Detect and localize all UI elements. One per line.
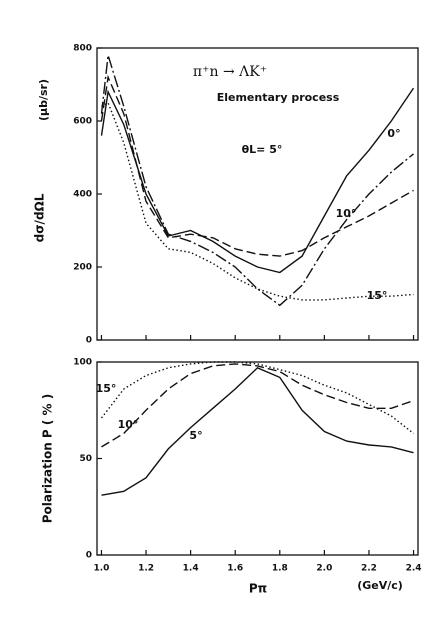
y-tick-label: 100 (73, 358, 92, 368)
x-tick-label: 1.4 (183, 564, 199, 574)
curve-label: 15° (96, 382, 117, 395)
y-tick-label: 0 (86, 551, 92, 561)
x-axis-unit: (GeV/c) (357, 579, 403, 592)
x-tick-label: 2.4 (406, 564, 422, 574)
plot-frame (96, 361, 419, 556)
curve (100, 361, 414, 434)
y-axis-unit: (μb/sr) (37, 79, 50, 121)
curve-label: 10° (118, 418, 139, 431)
x-tick-label: 1.6 (227, 564, 243, 574)
y-tick-label: 200 (73, 263, 92, 273)
curve (101, 101, 414, 301)
x-axis-label: Pπ (249, 582, 267, 596)
curve (100, 87, 415, 274)
x-tick-label: 2.2 (361, 564, 377, 574)
curve (100, 74, 414, 257)
y-tick-label: 50 (79, 454, 92, 464)
y-axis-label: Polarization P ( % ) (41, 394, 55, 524)
x-tick-label: 1.0 (93, 564, 109, 574)
x-tick-label: 1.8 (272, 564, 288, 574)
chart-subtitle: Elementary process (217, 91, 340, 104)
curve-label: 10° (336, 207, 357, 220)
curve (100, 55, 414, 307)
chart-title: π⁺n → ΛK⁺ (193, 64, 267, 80)
x-tick-label: 2.0 (316, 564, 332, 574)
y-axis-label: dσ/dΩL (33, 193, 47, 242)
x-tick-label: 1.2 (138, 564, 154, 574)
curve-label: 5° (189, 429, 202, 442)
curve (101, 366, 414, 496)
curve (101, 363, 414, 448)
y-tick-label: 800 (73, 44, 92, 54)
y-tick-label: 400 (73, 190, 92, 200)
curve-label: 15° (367, 289, 388, 302)
curve-label: 0° (387, 127, 400, 140)
y-tick-label: 600 (73, 117, 92, 127)
curve-label: θL= 5° (242, 143, 283, 156)
y-tick-label: 0 (86, 336, 92, 346)
